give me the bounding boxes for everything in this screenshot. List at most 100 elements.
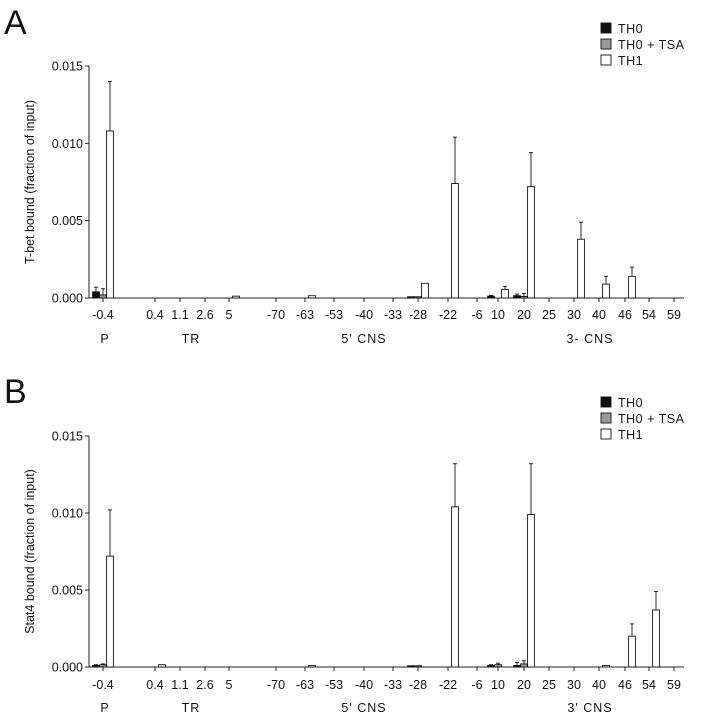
x-tick-label: -33 [384, 678, 402, 692]
group-label: 3- CNS [567, 332, 614, 346]
bar-th0 [92, 291, 100, 299]
x-tick-label: -33 [384, 308, 402, 322]
bar-th0 [513, 665, 521, 668]
x-tick-label: -70 [267, 308, 285, 322]
bar-th0 [487, 665, 495, 668]
x-tick-label: 2.6 [196, 678, 213, 692]
x-tick-label: 0.4 [146, 308, 163, 322]
x-tick-label: 2.6 [196, 308, 213, 322]
x-tick-label: 30 [567, 678, 581, 692]
x-tick-label: -53 [325, 308, 343, 322]
x-tick-label: 40 [592, 678, 606, 692]
group-label: TR [182, 701, 201, 715]
x-tick-label: 40 [592, 308, 606, 322]
legend: TH0 TH0 + TSA TH1 [600, 396, 685, 442]
x-tick-label: -40 [355, 308, 373, 322]
bar-th1 [628, 275, 636, 299]
legend: TH0 TH0 + TSA TH1 [600, 22, 685, 68]
legend-swatch [600, 412, 612, 424]
x-tick-label: 5 [226, 678, 233, 692]
x-tick-label: -6 [471, 308, 482, 322]
legend-label: TH0 [618, 22, 643, 36]
group-label: 5' CNS [341, 332, 386, 346]
x-tick-label: -40 [355, 678, 373, 692]
x-tick-label: -0.4 [92, 678, 114, 692]
x-tick-label: 10 [491, 308, 505, 322]
legend-swatch [600, 38, 612, 50]
y-axis-label: T-bet bound (fraction of input) [23, 100, 37, 264]
bar-th1 [577, 238, 585, 299]
legend-label: TH0 + TSA [618, 412, 685, 426]
legend-swatch [600, 396, 612, 408]
y-tick-label: 0.015 [52, 60, 83, 74]
bar-th0-tsa [520, 296, 528, 299]
bar-th1 [451, 506, 459, 668]
x-tick-label: -63 [296, 678, 314, 692]
bar-th1 [421, 282, 429, 299]
panel-letter: B [4, 373, 27, 411]
x-tick-label: 25 [542, 308, 556, 322]
x-tick-label: 5 [226, 308, 233, 322]
bar-th1 [527, 186, 535, 299]
bar-th1 [308, 665, 316, 668]
legend-swatch [600, 22, 612, 34]
legend-label: TH1 [618, 54, 643, 68]
group-label: P [100, 701, 109, 715]
group-label: 5' CNS [341, 701, 386, 715]
bar-th0-tsa [414, 665, 422, 668]
bar-th1 [527, 514, 535, 668]
y-axis-label: Stat4 bound (fraction of input) [23, 469, 37, 634]
bar-th1 [308, 295, 316, 299]
x-tick-label: 10 [491, 678, 505, 692]
x-tick-label: 54 [642, 308, 656, 322]
panel-letter: A [4, 4, 27, 42]
y-tick-label: 0.005 [52, 214, 83, 228]
legend-label: TH0 [618, 396, 643, 410]
x-tick-label: -0.4 [92, 308, 114, 322]
bar-th1 [602, 283, 610, 299]
bar-th1 [602, 665, 610, 668]
x-tick-label: -28 [409, 308, 427, 322]
x-tick-label: 59 [667, 678, 681, 692]
legend-swatch [600, 54, 612, 66]
chart-panel-b: B 0.000 0.005 0.010 0.015 -0.4 0.4 1.1 2.6 5 -70 -6… [4, 373, 685, 715]
x-tick-label: 46 [618, 678, 632, 692]
group-label: TR [182, 332, 201, 346]
y-tick-label: 0.000 [52, 661, 83, 675]
y-tick-label: 0.005 [52, 584, 83, 598]
x-tick-label: 30 [567, 308, 581, 322]
bar-th1 [158, 664, 166, 668]
bar-th0 [487, 295, 495, 299]
bar-th1 [652, 609, 660, 668]
bar-th0-tsa [414, 296, 422, 299]
x-tick-label: -63 [296, 308, 314, 322]
chart-panel-a: A 0.000 0.005 0.010 0.015 -0.4 0.4 1.1 2.6 5 -70 -6… [4, 4, 685, 346]
x-tick-label: -28 [409, 678, 427, 692]
bar-th0-tsa [99, 294, 107, 299]
legend-swatch [600, 428, 612, 440]
x-tick-label: 25 [542, 678, 556, 692]
x-tick-label: 20 [517, 678, 531, 692]
x-tick-label: 1.1 [171, 308, 188, 322]
bar-th1 [501, 289, 509, 299]
bar-th0 [513, 295, 521, 299]
bar-th1 [106, 555, 114, 668]
x-tick-label: -70 [267, 678, 285, 692]
bar-th0 [92, 665, 100, 668]
x-tick-label: -22 [439, 678, 457, 692]
legend-label: TH0 + TSA [618, 38, 685, 52]
bar-th0 [407, 665, 415, 668]
y-tick-label: 0.000 [52, 292, 83, 306]
x-tick-label: -22 [439, 308, 457, 322]
y-tick-label: 0.015 [52, 430, 83, 444]
x-tick-label: -6 [471, 678, 482, 692]
x-tick-label: 46 [618, 308, 632, 322]
bar-th0-tsa [494, 664, 502, 668]
x-tick-label: 59 [667, 308, 681, 322]
x-tick-label: 1.1 [171, 678, 188, 692]
bar-th0-tsa [99, 664, 107, 668]
bar-th1 [451, 183, 459, 299]
x-tick-label: 20 [517, 308, 531, 322]
x-tick-label: 0.4 [146, 678, 163, 692]
